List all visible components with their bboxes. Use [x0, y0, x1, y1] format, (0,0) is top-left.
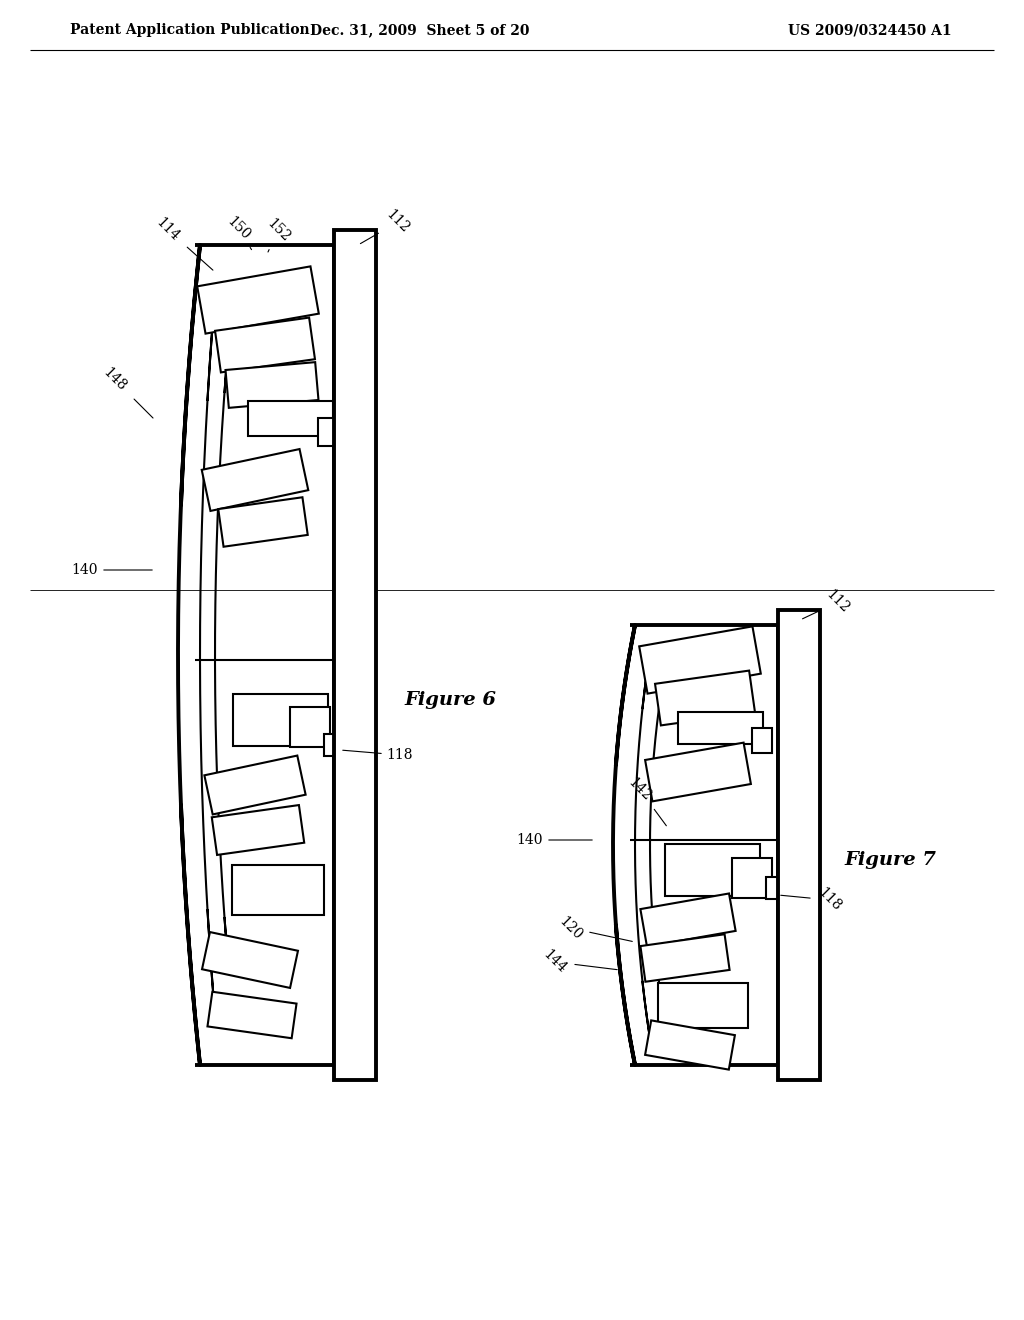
Bar — [658, 982, 748, 1027]
Bar — [318, 418, 338, 446]
Text: Figure 6: Figure 6 — [404, 690, 496, 709]
Text: 150: 150 — [223, 214, 252, 249]
Bar — [248, 400, 333, 436]
Bar — [205, 755, 305, 814]
Bar — [655, 671, 755, 726]
Bar — [752, 727, 772, 752]
Bar — [334, 230, 376, 1080]
Bar — [225, 362, 318, 408]
Bar — [732, 858, 772, 898]
Text: 140: 140 — [517, 833, 592, 847]
Text: 118: 118 — [343, 748, 414, 762]
Bar — [640, 935, 729, 982]
Bar — [678, 711, 763, 744]
Text: 114: 114 — [154, 215, 213, 271]
Text: 112: 112 — [803, 587, 852, 619]
Text: US 2009/0324450 A1: US 2009/0324450 A1 — [788, 22, 952, 37]
Text: 142: 142 — [626, 776, 667, 826]
Text: 120: 120 — [556, 913, 632, 942]
Bar — [208, 991, 297, 1039]
Text: Patent Application Publication: Patent Application Publication — [70, 22, 309, 37]
Bar — [202, 449, 308, 511]
Bar — [198, 267, 318, 334]
Text: 112: 112 — [360, 207, 413, 244]
Text: 118: 118 — [780, 886, 845, 915]
Bar — [645, 1020, 735, 1069]
Bar — [218, 498, 308, 546]
Bar — [232, 865, 324, 915]
Bar — [639, 627, 761, 693]
Text: Figure 7: Figure 7 — [844, 851, 936, 869]
Bar — [232, 694, 328, 746]
Text: 144: 144 — [541, 948, 617, 977]
Text: Dec. 31, 2009  Sheet 5 of 20: Dec. 31, 2009 Sheet 5 of 20 — [310, 22, 529, 37]
Bar — [778, 610, 820, 1080]
Bar — [215, 318, 315, 372]
Bar — [640, 894, 735, 946]
Bar — [202, 932, 298, 987]
Bar — [290, 708, 330, 747]
Bar — [665, 843, 760, 896]
Text: 140: 140 — [72, 564, 153, 577]
Bar — [645, 743, 751, 801]
Text: 152: 152 — [264, 215, 292, 252]
Text: 148: 148 — [100, 366, 153, 418]
Bar — [766, 876, 784, 899]
Bar — [324, 734, 342, 756]
Bar — [212, 805, 304, 855]
